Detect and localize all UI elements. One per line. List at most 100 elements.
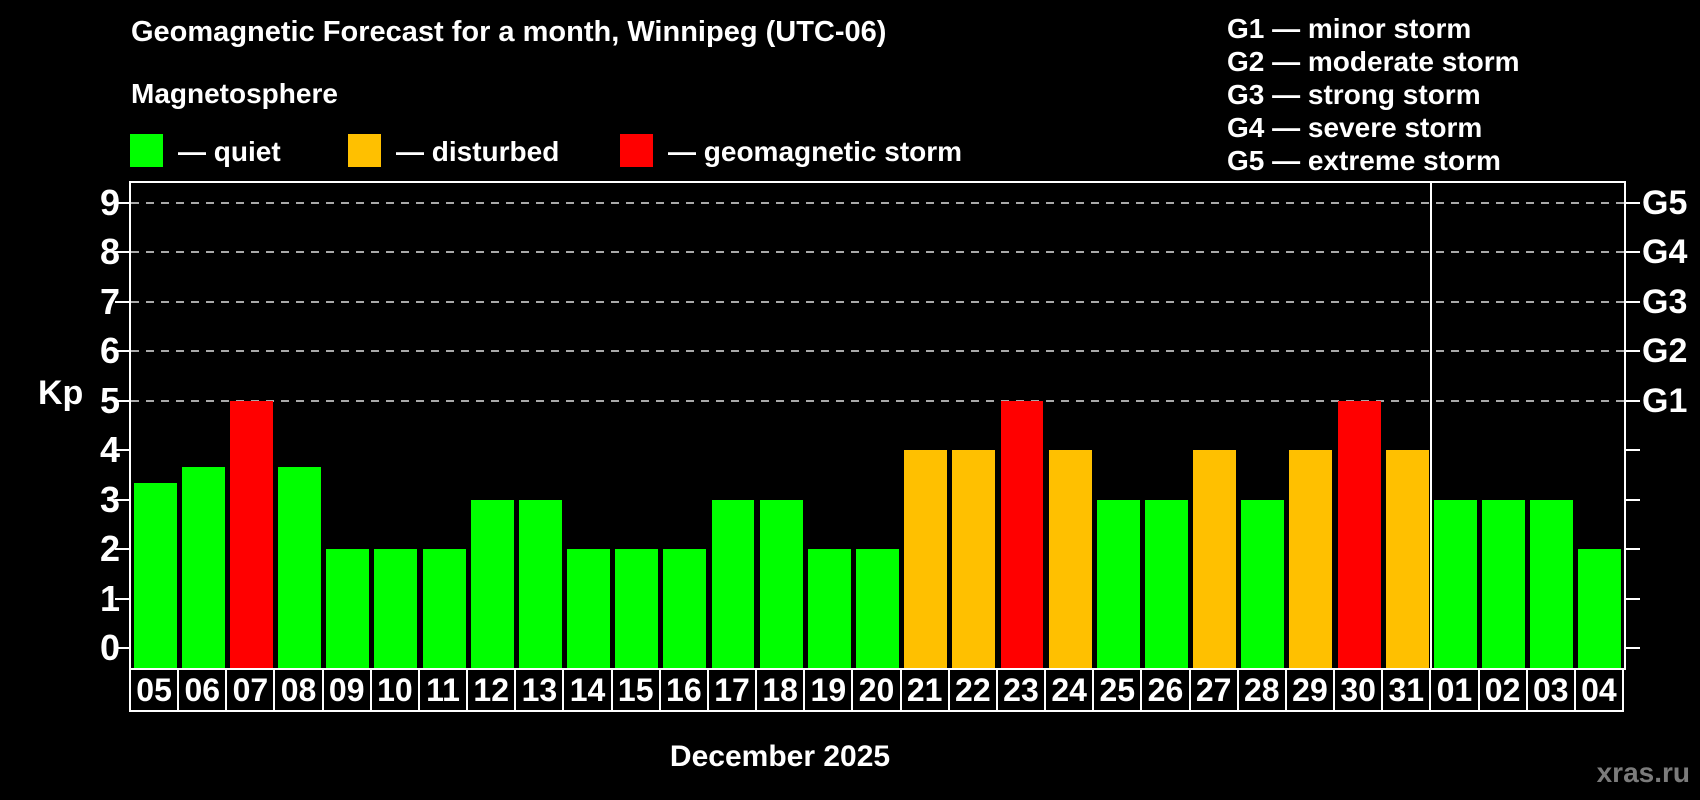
- y-axis-label-6: 6: [99, 330, 120, 372]
- y-tick-right-3: [1626, 498, 1640, 501]
- day-label-16: 16: [658, 668, 709, 712]
- y-tick-right-0: [1626, 647, 1640, 650]
- y-axis-label-0: 0: [99, 627, 120, 669]
- y-tick-left-4: [115, 449, 129, 452]
- y-axis-label-9: 9: [99, 181, 120, 223]
- y-tick-right-4: [1626, 449, 1640, 452]
- y-tick-left-7: [115, 300, 129, 303]
- bar-day-29: [1289, 450, 1333, 668]
- bar-day-01: [1433, 499, 1477, 668]
- bar-day-09: [326, 549, 370, 668]
- day-label-08: 08: [273, 668, 324, 712]
- y-tick-left-8: [115, 251, 129, 254]
- day-label-29: 29: [1284, 668, 1336, 712]
- bar-day-18: [759, 499, 803, 668]
- bar-day-06: [181, 466, 225, 668]
- legend-label-storm: — geomagnetic storm: [668, 136, 963, 167]
- month-separator: [1430, 183, 1433, 668]
- plot-area: 0 1 2 3 4 5 6 7 8 9 G1 G2 G3 G4 G5: [100, 181, 1687, 670]
- y-axis-label-1: 1: [99, 577, 120, 619]
- chart-title: Geomagnetic Forecast for a month, Winnip…: [131, 16, 887, 48]
- bar-day-07: [229, 400, 273, 668]
- y-tick-right-8: [1626, 251, 1640, 254]
- bar-day-14: [567, 549, 610, 668]
- day-label-23: 23: [995, 668, 1047, 712]
- day-label-13: 13: [514, 668, 565, 712]
- day-label-19: 19: [803, 668, 854, 712]
- y-axis-label-7: 7: [99, 280, 120, 322]
- month-label: December 2025: [669, 740, 891, 773]
- day-label-30: 30: [1333, 668, 1384, 712]
- bar-day-10: [374, 549, 418, 668]
- day-label-10: 10: [369, 668, 420, 712]
- watermark: xras.ru: [1596, 757, 1690, 788]
- day-label-28: 28: [1236, 668, 1287, 712]
- y-axis-label-2: 2: [99, 528, 120, 570]
- right-axis-label-g4: G4: [1642, 233, 1688, 272]
- bar-day-15: [615, 549, 659, 668]
- bar-day-02: [1482, 499, 1526, 668]
- day-label-24: 24: [1044, 668, 1095, 712]
- bar-day-13: [518, 499, 562, 668]
- bar-day-16: [663, 549, 707, 668]
- day-label-11: 11: [417, 668, 469, 712]
- g-legend-line-g3: G3 — strong storm: [1227, 79, 1481, 110]
- y-tick-left-0: [115, 647, 129, 650]
- gridline-kp-7: [131, 300, 1624, 303]
- bar-day-04: [1578, 549, 1622, 668]
- y-tick-right-6: [1626, 350, 1640, 353]
- day-label-04: 04: [1573, 668, 1624, 712]
- y-tick-left-2: [115, 548, 129, 551]
- g-legend-line-g1: G1 — minor storm: [1227, 13, 1472, 44]
- bar-day-17: [711, 499, 755, 668]
- bar-day-26: [1144, 499, 1188, 668]
- right-axis-label-g5: G5: [1642, 183, 1688, 222]
- bar-day-20: [856, 549, 899, 668]
- day-label-18: 18: [755, 668, 806, 712]
- gridline-kp-8: [131, 251, 1624, 254]
- y-tick-left-9: [115, 201, 129, 204]
- right-axis-label-g2: G2: [1642, 332, 1688, 371]
- bar-day-23: [1000, 400, 1044, 668]
- y-tick-left-5: [115, 399, 129, 402]
- bar-day-27: [1193, 450, 1237, 668]
- bar-day-28: [1241, 499, 1285, 668]
- day-label-25: 25: [1092, 668, 1143, 712]
- g-legend-line-g2: G2 — moderate storm: [1227, 46, 1520, 77]
- gridline-kp-9: [131, 201, 1624, 204]
- day-label-01: 01: [1429, 668, 1480, 712]
- y-tick-left-1: [115, 597, 129, 600]
- day-label-15: 15: [610, 668, 661, 712]
- bar-day-22: [952, 450, 996, 668]
- day-label-07: 07: [225, 668, 276, 712]
- bar-day-12: [470, 499, 514, 668]
- y-tick-right-1: [1626, 597, 1640, 600]
- day-label-20: 20: [851, 668, 902, 712]
- gridline-kp-6: [131, 350, 1624, 353]
- day-label-31: 31: [1381, 668, 1432, 712]
- bar-day-24: [1048, 450, 1092, 668]
- day-label-26: 26: [1140, 668, 1191, 712]
- gridline-kp-5: [131, 399, 1624, 402]
- y-tick-left-6: [115, 350, 129, 353]
- y-axis-label-4: 4: [99, 429, 120, 471]
- day-label-03: 03: [1525, 668, 1576, 712]
- y-axis-label-3: 3: [99, 478, 120, 520]
- kp-axis-title: Kp: [38, 374, 84, 412]
- legend-swatch-disturbed: [348, 134, 381, 167]
- y-tick-right-9: [1626, 201, 1640, 204]
- g-scale-legend: G1 — minor storm G2 — moderate storm G3 …: [1227, 12, 1520, 177]
- legend-label-quiet: — quiet: [178, 136, 281, 167]
- y-tick-left-3: [115, 498, 129, 501]
- y-axis-label-5: 5: [99, 379, 120, 421]
- day-label-05: 05: [129, 668, 180, 712]
- day-label-22: 22: [947, 668, 998, 712]
- g-legend-line-g5: G5 — extreme storm: [1227, 145, 1501, 176]
- bar-day-08: [278, 466, 322, 668]
- day-label-14: 14: [562, 668, 613, 712]
- legend-swatch-storm: [620, 134, 653, 167]
- bar-day-30: [1337, 400, 1381, 668]
- day-label-02: 02: [1477, 668, 1528, 712]
- legend-swatch-quiet: [130, 134, 163, 167]
